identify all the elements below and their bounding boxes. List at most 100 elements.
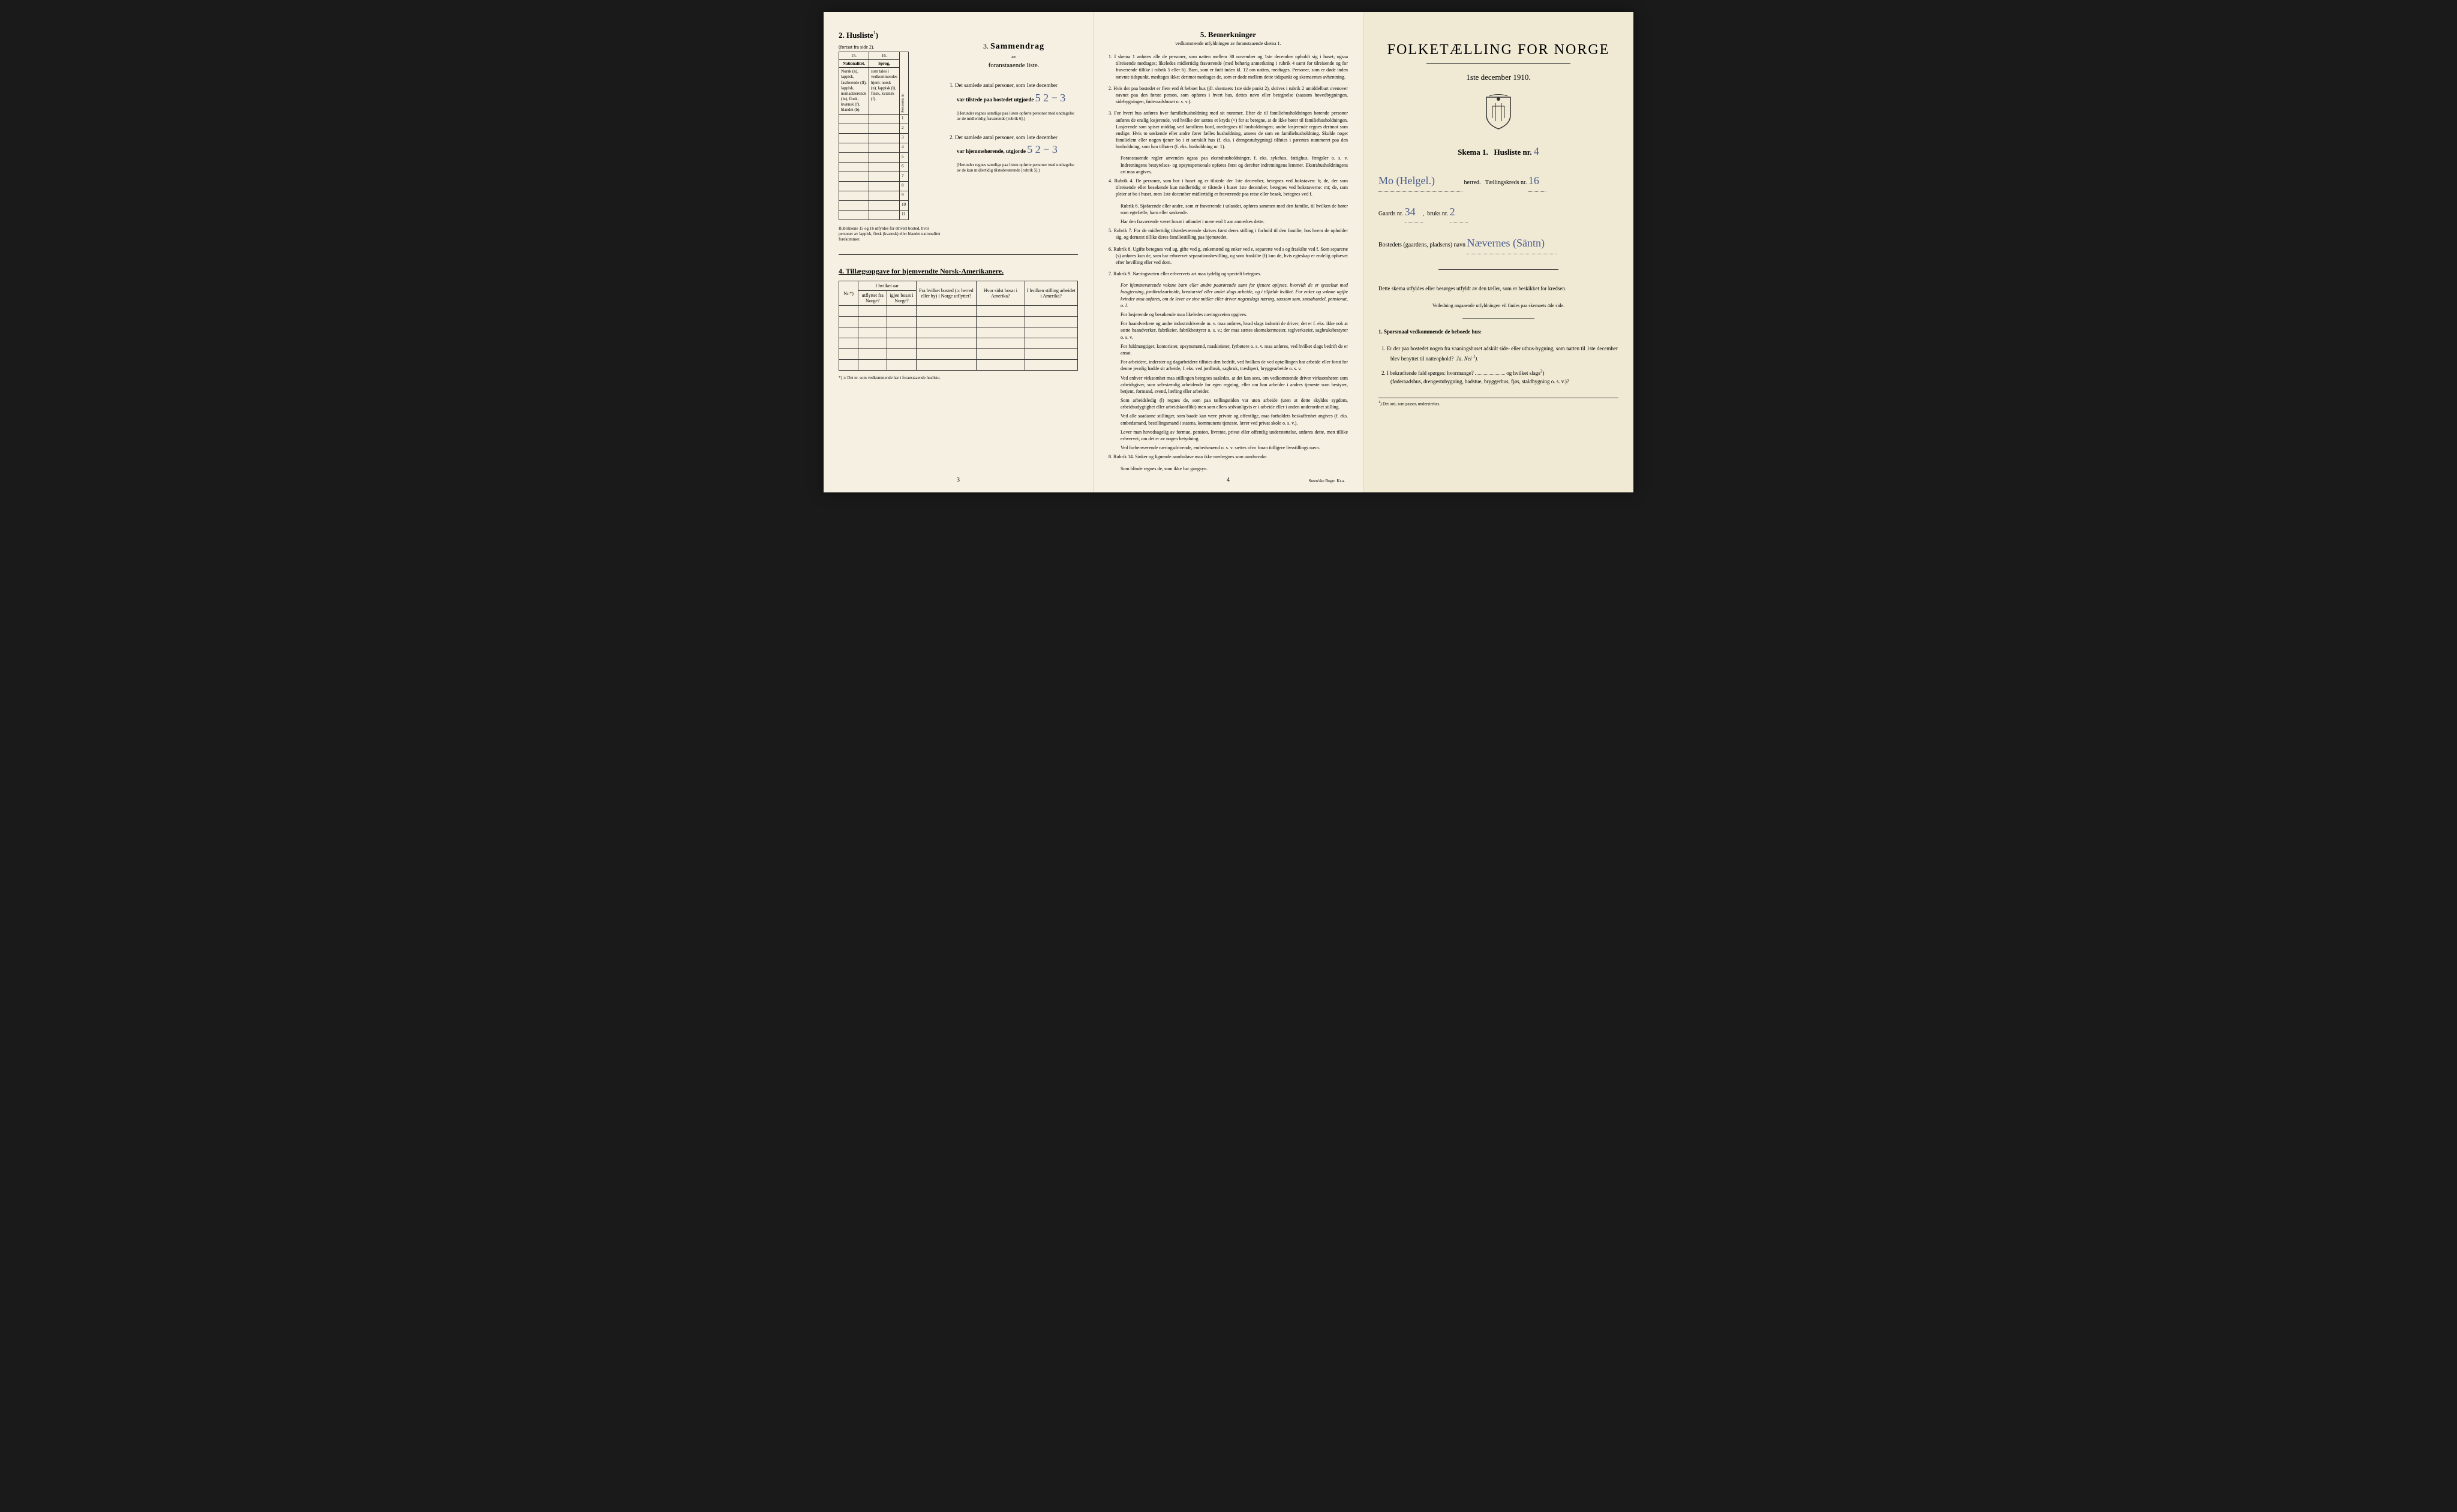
footnote: 1) Det ord, som passer, understrekes. [1378, 398, 1618, 406]
q1-text: 1. Er der paa bostedet nogen fra vaaning… [1381, 345, 1618, 362]
question-1: 1. Er der paa bostedet nogen fra vaaning… [1378, 345, 1618, 363]
remark-7-sub5: For arbeidere, inderster og dagarbeidere… [1109, 359, 1348, 372]
section-3: 3. Sammendrag av foranstaaende liste. [950, 42, 1078, 70]
remark-7-sub6: Ved enhver virksomhet maa stillingen bet… [1109, 375, 1348, 395]
herred-line: Mo (Helgel.) herred. Tællingskreds nr. 1… [1378, 170, 1618, 192]
item1-value: 5 2 − 3 [1035, 92, 1066, 104]
row-num: 8 [899, 182, 908, 191]
col16-desc: som tales i vedkommendes hjem: norsk (n)… [869, 68, 900, 115]
section3-sub2: foranstaaende liste. [989, 62, 1040, 69]
table4-sh1: igjen bosat i Norge? [887, 291, 916, 306]
printer-mark: Steen'ske Bogtr. Kr.a. [1308, 479, 1345, 483]
summary-item-2: 2. Det samlede antal personer, som 1ste … [950, 134, 1078, 158]
row-num: 6 [899, 163, 908, 172]
item1-text: Det samlede antal personer, som 1ste dec… [955, 82, 1058, 88]
husliste-header: 2. Husliste1) (fortsat fra side 2). [839, 30, 944, 52]
q2-paren: (føderaadshus, drengestubygning, badstue… [1390, 378, 1569, 384]
herred-label: herred. [1464, 179, 1481, 186]
remark-5: 5. Rubrik 7. For de midlertidig tilstede… [1109, 227, 1348, 241]
table-row [839, 317, 1078, 327]
table4-h0: Nr.*) [839, 281, 858, 306]
section3-title: Sammendrag [990, 42, 1044, 51]
husliste-value: 4 [1534, 145, 1539, 157]
row-num: 4 [899, 143, 908, 153]
remark-3: 3. For hvert hus anføres hver familiehus… [1109, 110, 1348, 150]
remark-7-sub3: For haandverkere og andre industridriven… [1109, 320, 1348, 341]
gaard-label: Gaards nr. [1378, 211, 1403, 217]
item1-note: (Herunder regnes samtlige paa listen opf… [957, 111, 1078, 122]
col15-header: Nationalitet. [839, 60, 869, 68]
page-right: FOLKETÆLLING FOR NORGE 1ste december 191… [1363, 12, 1633, 492]
remark-7: 7. Rubrik 9. Næringsveien eller erhverve… [1109, 270, 1348, 277]
gaard-value: 34 [1405, 201, 1423, 223]
page-number: 3 [957, 477, 960, 483]
sporsmaal-title: 1. Spørsmaal vedkommende de beboede hus: [1378, 328, 1618, 336]
summary-item-1: 1. Det samlede antal personer, som 1ste … [950, 82, 1078, 106]
section-4: 4. Tillægsopgave for hjemvendte Norsk-Am… [839, 254, 1078, 381]
item1-text2: var tilstede paa bostedet utgjorde [957, 97, 1034, 103]
table-row [839, 349, 1078, 360]
remark-3-sub: Foranstaaende regler anvendes ogsaa paa … [1109, 155, 1348, 175]
table4-h1: I hvilket aar [858, 281, 916, 291]
remark-4: 4. Rubrik 4. De personer, som bor i huse… [1109, 178, 1348, 198]
person-nr-label: Personens nr. [899, 52, 908, 115]
remark-7-sub9: Lever man hovedsagelig av formue, pensio… [1109, 429, 1348, 442]
table-row [839, 360, 1078, 371]
q1-options: Ja. Nei 1). [1456, 356, 1479, 362]
q2-cont: og hvilket slags [1506, 370, 1540, 376]
remark-1: 1. I skema 1 anføres alle de personer, s… [1109, 53, 1348, 80]
question-2: 2. I bekræftende fald spørges: hvormange… [1378, 368, 1618, 386]
footnote-text: Det ord, som passer, understrekes. [1383, 401, 1440, 406]
item2-text: Det samlede antal personer, som 1ste dec… [955, 134, 1058, 140]
bosted-line: Bostedets (gaardens, pladsens) navn Næve… [1378, 232, 1618, 254]
bosted-label: Bostedets (gaardens, pladsens) navn [1378, 242, 1465, 248]
col16-header: Sprog, [869, 60, 900, 68]
main-title: FOLKETÆLLING FOR NORGE [1378, 42, 1618, 58]
remark-7-sub7: Som arbeidsledig (l) regnes de, som paa … [1109, 397, 1348, 410]
section3-num: 3. [983, 42, 989, 50]
page-number: 4 [1227, 477, 1230, 483]
row-num: 10 [899, 201, 908, 211]
instruction-2: Veiledning angaaende utfyldningen vil fi… [1378, 302, 1618, 309]
page-left: 2. Husliste1) (fortsat fra side 2). 15. … [824, 12, 1094, 492]
row-num: 11 [899, 211, 908, 220]
section5-subtitle: vedkommende utfyldningen av foranstaaend… [1109, 41, 1348, 46]
remark-7-sub8: Ved alle saadanne stillinger, som baade … [1109, 413, 1348, 426]
remark-8: 8. Rubrik 14. Sinker og lignende aandssl… [1109, 453, 1348, 460]
husliste-note: (fortsat fra side 2). [839, 44, 875, 50]
col-15: 15. [839, 52, 869, 60]
skema-label: Skema 1. [1458, 148, 1488, 157]
herred-value: Mo (Helgel.) [1378, 170, 1462, 192]
remark-7-sub2: For losjerende og besøkende maa likelede… [1109, 311, 1348, 318]
coat-of-arms-icon [1378, 94, 1618, 133]
nationality-table: 15. 16. Personens nr. Nationalitet. Spro… [839, 52, 909, 220]
husliste-title: 2. Husliste [839, 31, 873, 40]
table-row [839, 327, 1078, 338]
table-row [839, 338, 1078, 349]
table4-h2: Fra hvilket bosted (ɔ: herred eller by) … [916, 281, 977, 306]
date-line: 1ste december 1910. [1378, 73, 1618, 82]
item2-num: 2. [950, 134, 954, 140]
item2-value: 5 2 − 3 [1027, 143, 1058, 155]
page-middle: 5. Bemerkninger vedkommende utfyldningen… [1094, 12, 1363, 492]
item2-text2: var hjemmehørende, utgjorde [957, 148, 1026, 154]
table-row [839, 306, 1078, 317]
skema-line: Skema 1. Husliste nr. 4 [1378, 145, 1618, 158]
emigrant-table: Nr.*) I hvilket aar Fra hvilket bosted (… [839, 281, 1078, 371]
remark-4-sub1: Rubrik 6. Sjøfarende eller andre, som er… [1109, 203, 1348, 216]
col15-desc: Norsk (n), lappisk, fastboende (lf), lap… [839, 68, 869, 115]
q2-text: 2. I bekræftende fald spørges: hvormange… [1381, 370, 1474, 376]
husliste-label: Husliste nr. [1494, 148, 1531, 157]
remark-6: 6. Rubrik 8. Ugifte betegnes ved ug, gif… [1109, 246, 1348, 266]
table4-h4: I hvilken stilling arbeidet i Amerika? [1025, 281, 1077, 306]
gaard-line: Gaards nr. 34, bruks nr. 2 [1378, 201, 1618, 223]
section3-sub: av [1011, 54, 1016, 59]
remark-8-sub: Som blinde regnes de, som ikke har gangs… [1109, 465, 1348, 472]
sporsmaal-title-text: 1. Spørsmaal vedkommende de beboede hus: [1378, 329, 1482, 335]
census-document: 2. Husliste1) (fortsat fra side 2). 1 5. … [824, 12, 1633, 492]
remark-2: 2. Hvis der paa bostedet er flere end ét… [1109, 85, 1348, 106]
row-num: 7 [899, 172, 908, 182]
row-num: 1 [899, 115, 908, 124]
table4-sh0: utflyttet fra Norge? [858, 291, 887, 306]
kreds-value: 16 [1528, 170, 1546, 192]
